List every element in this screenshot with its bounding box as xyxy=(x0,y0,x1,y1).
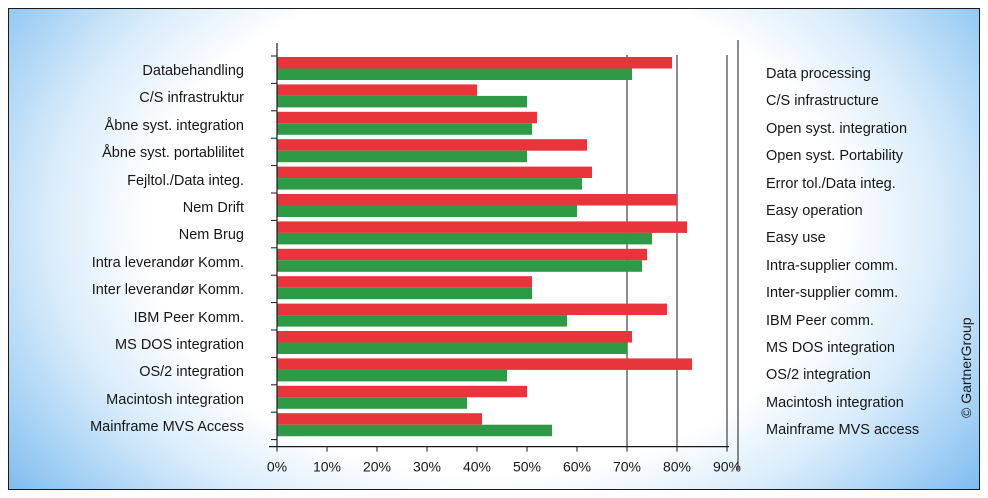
bar-red xyxy=(277,194,677,206)
bar-green xyxy=(277,232,652,245)
bar-red xyxy=(277,57,672,69)
category-label: Nem Brug xyxy=(178,227,244,244)
x-tick-label: 10% xyxy=(313,459,341,475)
bar-green xyxy=(277,397,467,409)
category-label: Databehandling xyxy=(142,63,244,79)
category-label-translated: Intra-supplier comm. xyxy=(766,257,899,274)
x-tick-label: 50% xyxy=(513,459,541,475)
category-label-translated: IBM Peer comm. xyxy=(766,312,874,329)
category-label-translated: Mainframe MVS access xyxy=(766,422,920,439)
category-label: Mainframe MVS Access xyxy=(90,419,244,436)
category-label: OS/2 integration xyxy=(139,364,244,381)
category-label-translated: Macintosh integration xyxy=(766,394,904,411)
bar-green xyxy=(277,287,532,300)
x-tick-label: 40% xyxy=(463,459,491,475)
bar-red xyxy=(277,385,527,398)
bar-red xyxy=(277,358,692,370)
category-label-translated: Inter-supplier comm. xyxy=(766,285,899,302)
category-label-translated: Open syst. Portability xyxy=(766,148,903,165)
x-tick-label: 0% xyxy=(267,459,287,475)
x-tick-label: 90% xyxy=(713,459,741,475)
bar-red xyxy=(277,166,592,179)
category-label-translated: C/S infrastructure xyxy=(766,93,879,110)
category-label: Åbne syst. portablilitet xyxy=(102,145,244,162)
bar-green xyxy=(277,178,582,190)
category-label-translated: Open syst. integration xyxy=(766,120,908,137)
credit-label: © GartnerGroup xyxy=(958,317,974,418)
category-label-translated: Data processing xyxy=(766,66,871,82)
bar-green xyxy=(277,150,527,163)
category-label: Nem Drift xyxy=(182,200,244,216)
bar-red xyxy=(277,276,532,288)
x-tick-label: 20% xyxy=(363,459,391,475)
bar-red xyxy=(277,331,632,343)
category-label: C/S infrastruktur xyxy=(139,90,244,107)
bar-red xyxy=(277,139,587,151)
bar-red xyxy=(277,303,667,316)
category-label: MS DOS integration xyxy=(115,337,244,353)
bar-green xyxy=(277,123,532,135)
bar-red xyxy=(277,111,537,124)
bar-red xyxy=(277,248,647,261)
bar-green xyxy=(277,369,507,382)
category-label-translated: MS DOS integration xyxy=(766,340,895,356)
category-label: Inter leverandør Komm. xyxy=(91,282,244,299)
category-label: IBM Peer Komm. xyxy=(133,309,244,326)
category-label: Intra leverandør Komm. xyxy=(91,254,244,271)
x-tick-label: 70% xyxy=(613,459,641,475)
category-label-translated: OS/2 integration xyxy=(766,367,871,384)
category-label-translated: Error tol./Data integ. xyxy=(766,175,896,192)
bar-red xyxy=(277,413,482,425)
category-label: Åbne syst. integration xyxy=(104,117,244,134)
bar-green xyxy=(277,205,577,217)
x-tick-label: 60% xyxy=(563,459,591,475)
bar-green xyxy=(277,424,552,437)
bar-green xyxy=(277,342,627,354)
category-label-translated: Easy operation xyxy=(766,203,863,219)
bar-green xyxy=(277,95,527,108)
category-label: Macintosh integration xyxy=(106,391,244,408)
x-tick-label: 80% xyxy=(663,459,691,475)
category-label-translated: Easy use xyxy=(766,230,826,247)
bar-green xyxy=(277,68,632,80)
category-label: Fejltol./Data integ. xyxy=(127,172,244,189)
bar-green xyxy=(277,260,642,272)
bar-red xyxy=(277,84,477,96)
bar-red xyxy=(277,221,687,233)
x-tick-label: 30% xyxy=(413,459,441,475)
bar-green xyxy=(277,315,567,327)
